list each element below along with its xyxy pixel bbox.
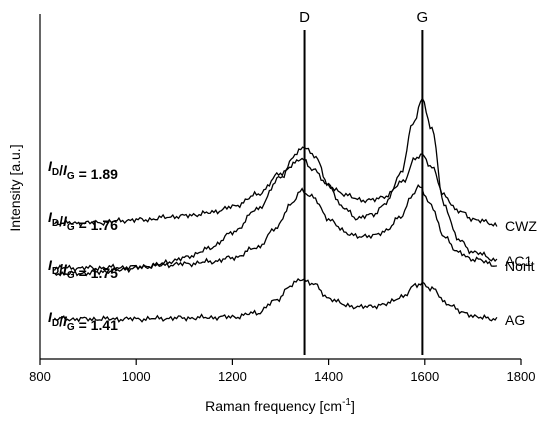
y-axis-title: Intensity [a.u.] bbox=[7, 144, 23, 231]
x-tick-label: 1800 bbox=[507, 369, 536, 384]
x-tick-label: 1400 bbox=[314, 369, 343, 384]
spectrum-line-ag bbox=[53, 278, 498, 323]
spectrum-line-norit bbox=[53, 184, 497, 273]
x-tick-label: 1600 bbox=[410, 369, 439, 384]
series-label: Norit bbox=[505, 258, 535, 274]
id-ig-ratio-label: ID/IG = 1.76 bbox=[48, 209, 118, 233]
spectra-series bbox=[53, 97, 498, 323]
x-axis-ticks: 800 1000 1200 1400 1600 1800 bbox=[29, 359, 535, 384]
x-tick-label: 1200 bbox=[218, 369, 247, 384]
x-tick-label: 800 bbox=[29, 369, 51, 384]
spectrum-line-ac1 bbox=[53, 97, 498, 277]
ratio-labels: AC1 ID/IG = 1.89 CWZ ID/IG = 1.76 Norit ID/IG… bbox=[48, 158, 537, 333]
series-label: CWZ bbox=[505, 218, 537, 234]
id-ig-ratio-label: ID/IG = 1.75 bbox=[48, 257, 118, 281]
spectrum-line-cwz bbox=[53, 153, 498, 228]
x-tick-label: 1000 bbox=[122, 369, 151, 384]
peak-marker-label: G bbox=[417, 9, 429, 26]
id-ig-ratio-label: ID/IG = 1.89 bbox=[48, 158, 118, 182]
id-ig-ratio-label: ID/IG = 1.41 bbox=[48, 309, 118, 333]
peak-marker-label: D bbox=[299, 9, 310, 26]
series-label: AG bbox=[505, 312, 525, 328]
series-label: AC1 bbox=[505, 253, 532, 269]
x-axis-title: Raman frequency [cm-1] bbox=[205, 397, 355, 414]
